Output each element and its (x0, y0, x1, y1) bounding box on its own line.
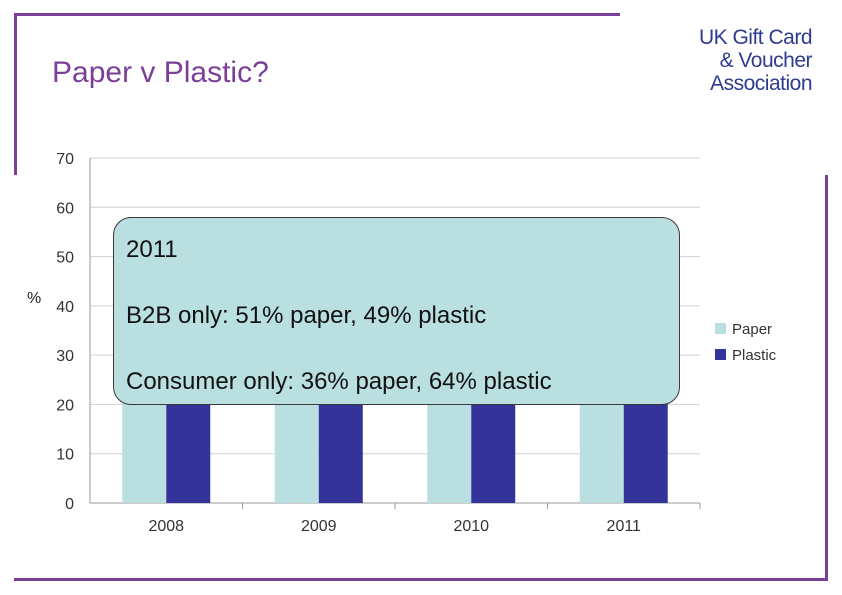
y-axis-label: % (27, 290, 41, 307)
y-tick-label: 40 (56, 299, 74, 316)
y-tick-label: 30 (56, 348, 74, 365)
callout-b2b: B2B only: 51% paper, 49% plastic (126, 302, 487, 329)
y-tick-label: 10 (56, 447, 74, 464)
x-tick-label: 2010 (453, 518, 489, 535)
y-tick-label: 60 (56, 200, 74, 217)
y-tick-label: 50 (56, 250, 74, 267)
x-tick-label: 2008 (148, 518, 184, 535)
callout-consumer: Consumer only: 36% paper, 64% plastic (126, 368, 552, 395)
legend-swatch-plastic (715, 349, 726, 360)
frame-top-line (14, 13, 620, 16)
logo-line-2: & Voucher (719, 49, 813, 72)
frame-left-line (14, 13, 17, 175)
frame-right-line (825, 175, 828, 581)
logo-line-1: UK Gift Card (698, 26, 813, 49)
x-tick-label: 2011 (607, 518, 642, 535)
callout-box: 2011 B2B only: 51% paper, 49% plastic Co… (113, 217, 680, 405)
frame-bottom-line (14, 578, 828, 581)
legend-label-paper: Paper (732, 321, 772, 338)
y-tick-label: 20 (56, 397, 74, 414)
legend-label-plastic: Plastic (732, 347, 777, 364)
y-tick-label: 0 (65, 496, 74, 513)
legend-swatch-paper (715, 323, 726, 334)
logo-line-3: Association (710, 72, 812, 95)
association-logo: UK Gift Card & Voucher Association (698, 26, 813, 95)
page-title: Paper v Plastic? (52, 56, 269, 89)
callout-year: 2011 (126, 236, 178, 263)
y-tick-label: 70 (56, 151, 74, 168)
x-tick-label: 2009 (301, 518, 337, 535)
